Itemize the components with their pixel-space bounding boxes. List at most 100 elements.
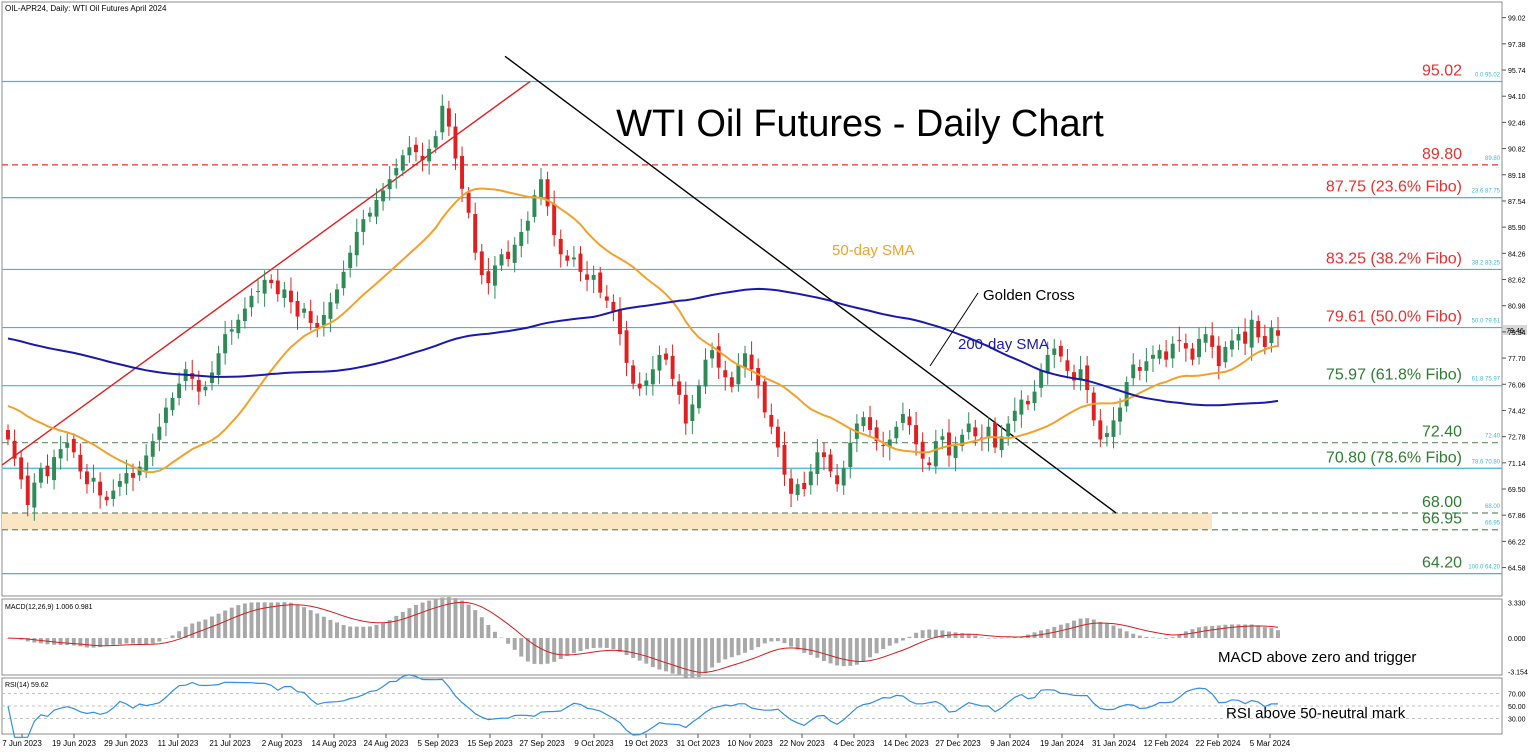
candle-body — [578, 253, 583, 272]
macd-bar — [637, 638, 642, 661]
candle-body — [71, 438, 76, 453]
level-label: 72.40 — [1422, 424, 1462, 441]
candle-body — [1262, 336, 1267, 347]
macd-bar — [1164, 638, 1169, 639]
candle-body — [236, 319, 241, 334]
macd-bar — [163, 638, 168, 639]
macd-bar — [999, 638, 1004, 639]
y-tick-label: 82.62 — [1508, 278, 1526, 285]
candle-body — [104, 496, 109, 501]
level-tag: 100.0 64.20 — [1468, 565, 1500, 571]
candle-body — [170, 398, 175, 411]
candle-body — [723, 370, 728, 378]
macd-bar — [1276, 630, 1280, 639]
macd-bar — [723, 638, 728, 660]
x-tick-label: 31 Oct 2023 — [676, 739, 720, 748]
y-tick-label: 84.26 — [1508, 251, 1526, 258]
y-tick-label: 72.78 — [1508, 435, 1526, 442]
candle-body — [756, 367, 761, 386]
macd-bar — [795, 638, 800, 650]
macd-bar — [91, 638, 96, 648]
macd-bar — [979, 637, 984, 639]
candle-body — [1098, 420, 1103, 440]
macd-bar — [552, 638, 557, 662]
macd-bar — [335, 622, 339, 639]
macd-bar — [532, 638, 537, 664]
macd-bar — [525, 638, 530, 662]
macd-bar — [1223, 624, 1228, 639]
macd-bar — [736, 638, 741, 656]
candle-body — [387, 179, 392, 190]
candle-body — [407, 147, 412, 156]
candle-body — [144, 455, 149, 471]
candle-body — [795, 484, 800, 496]
y-tick-label: 69.50 — [1508, 487, 1526, 494]
macd-bar — [25, 638, 30, 642]
macd-bar — [854, 638, 859, 665]
macd-bar — [111, 638, 116, 645]
macd-bar — [519, 638, 524, 657]
macd-bar — [789, 638, 794, 647]
macd-bar — [802, 638, 807, 653]
macd-bar — [545, 638, 550, 664]
macd-bar — [973, 635, 978, 639]
y-tick-label: 99.02 — [1508, 16, 1526, 23]
candle-body — [1006, 423, 1011, 437]
macd-bar — [65, 638, 70, 646]
macd-bar — [295, 604, 300, 639]
current-price-label: 79.46 — [1506, 328, 1524, 335]
candle-body — [1118, 407, 1123, 422]
macd-bar — [381, 623, 386, 639]
golden-cross-pointer — [929, 292, 979, 367]
candle-body — [308, 311, 313, 323]
x-tick-label: 14 Aug 2023 — [312, 739, 357, 748]
macd-bar — [775, 638, 780, 642]
macd-bar — [815, 638, 820, 658]
macd-bar — [1269, 628, 1274, 639]
macd-bar — [400, 611, 405, 639]
macd-note: MACD above zero and trigger — [1218, 649, 1416, 666]
candle-body — [1052, 348, 1057, 355]
macd-bar — [177, 631, 182, 639]
macd-bar — [1203, 626, 1208, 639]
macd-bar — [743, 638, 747, 653]
sma200-line — [7, 287, 1279, 407]
x-tick-label: 27 Dec 2023 — [935, 739, 981, 748]
macd-header: MACD(12,26,9) 1.006 0.981 — [5, 604, 93, 611]
macd-bar — [315, 613, 320, 639]
macd-bar — [591, 638, 596, 649]
candle-body — [1276, 330, 1280, 336]
level-tag: 50.0 79.61 — [1472, 319, 1501, 325]
candle-body — [394, 168, 399, 176]
price-panel-frame — [1, 1, 1503, 597]
macd-bar — [269, 602, 274, 639]
level-label: 66.95 — [1422, 511, 1462, 528]
x-tick-label: 4 Dec 2023 — [834, 739, 875, 748]
candle-body — [512, 244, 517, 263]
candle-body — [216, 353, 221, 376]
candle-body — [446, 108, 451, 127]
candle-body — [1124, 382, 1129, 407]
candle-body — [210, 372, 214, 383]
candle-body — [381, 190, 386, 202]
x-tick-label: 29 Jun 2023 — [104, 739, 149, 748]
macd-bar — [762, 638, 767, 644]
macd-tick-label: -3.154 — [1508, 670, 1528, 677]
x-tick-label: 10 Nov 2023 — [727, 739, 773, 748]
macd-bar — [78, 638, 83, 647]
macd-bar — [1151, 637, 1155, 639]
candle-body — [1104, 433, 1109, 437]
sma50-label: 50-day SMA — [832, 242, 915, 259]
candle-body — [1243, 331, 1248, 344]
candle-body — [275, 280, 280, 295]
candle-body — [45, 465, 50, 477]
macd-bar — [914, 632, 919, 639]
y-tick-label: 90.82 — [1508, 147, 1526, 154]
candle-body — [1249, 319, 1254, 348]
candle-body — [1039, 370, 1044, 388]
candle-body — [38, 468, 43, 483]
level-labels: 95.02 0.0 95.02 89.80 89.80 87.75 (23.6% Fib… — [1326, 63, 1527, 572]
candle-body — [420, 155, 425, 161]
candle-body — [1058, 345, 1063, 357]
candle-body — [196, 380, 201, 392]
